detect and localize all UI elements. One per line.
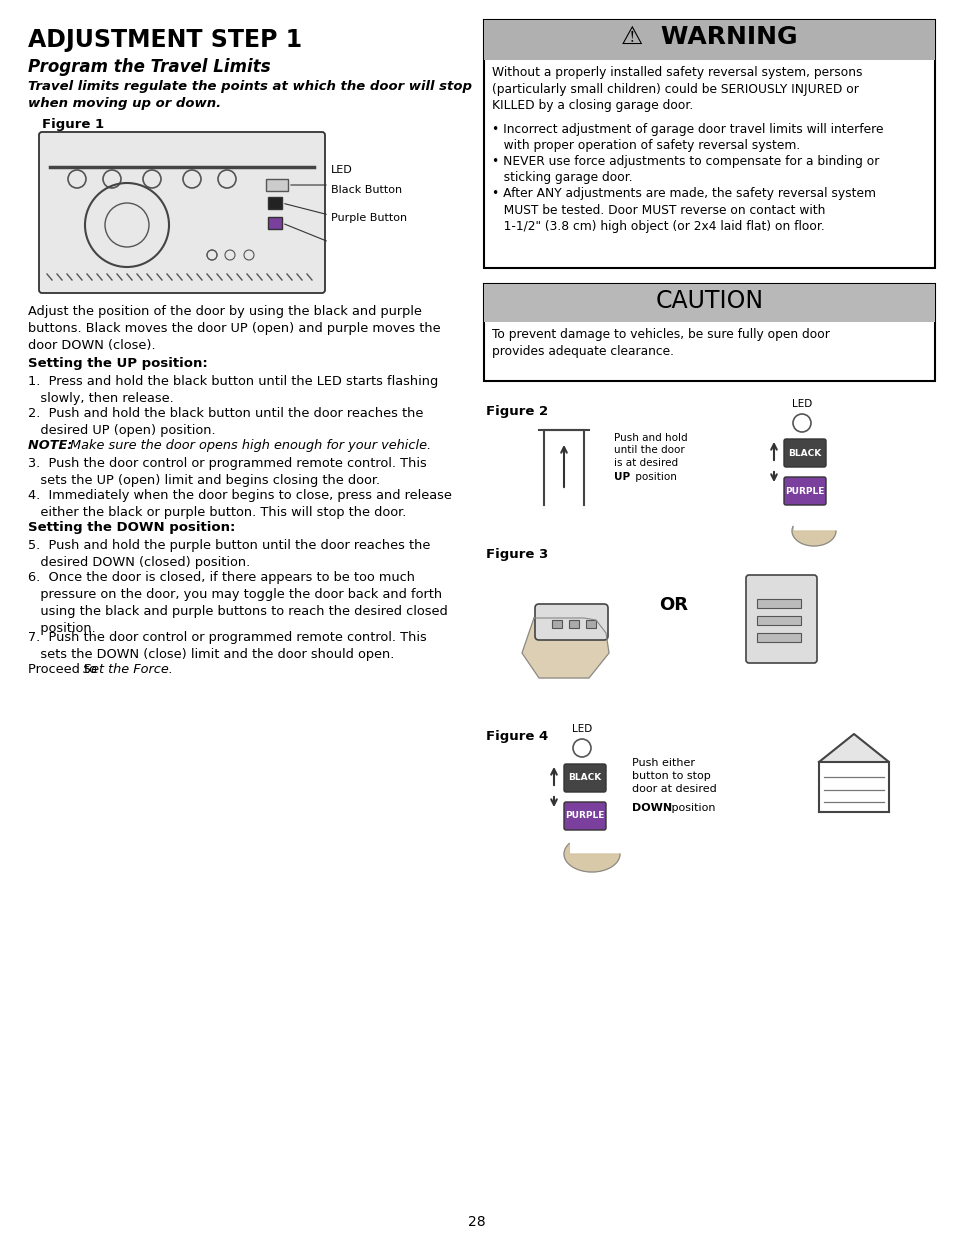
Text: 3.  Push the door control or programmed remote control. This
   sets the UP (ope: 3. Push the door control or programmed r… (28, 457, 426, 487)
Text: 2.  Push and hold the black button until the door reaches the
   desired UP (ope: 2. Push and hold the black button until … (28, 408, 423, 437)
Text: LED: LED (571, 724, 592, 734)
Text: Figure 1: Figure 1 (42, 119, 104, 131)
Text: position: position (667, 803, 715, 813)
FancyBboxPatch shape (783, 477, 825, 505)
Text: Adjust the position of the door by using the black and purple
buttons. Black mov: Adjust the position of the door by using… (28, 305, 440, 352)
Bar (757, 634, 801, 642)
FancyBboxPatch shape (563, 764, 605, 792)
Text: PURPLE: PURPLE (565, 811, 604, 820)
Text: LED: LED (331, 165, 353, 175)
Text: 4.  Immediately when the door begins to close, press and release
   either the b: 4. Immediately when the door begins to c… (28, 489, 452, 519)
Text: NOTE:: NOTE: (28, 438, 77, 452)
Bar (552, 620, 561, 629)
FancyBboxPatch shape (535, 604, 607, 640)
FancyBboxPatch shape (783, 438, 825, 467)
Text: 6.  Once the door is closed, if there appears to be too much
   pressure on the : 6. Once the door is closed, if there app… (28, 571, 447, 635)
Text: • Incorrect adjustment of garage door travel limits will interfere
   with prope: • Incorrect adjustment of garage door tr… (492, 124, 882, 152)
Text: • NEVER use force adjustments to compensate for a binding or
   sticking garage : • NEVER use force adjustments to compens… (492, 156, 879, 184)
Text: Push and hold
until the door
is at desired: Push and hold until the door is at desir… (614, 433, 687, 468)
Text: ⚠  WARNING: ⚠ WARNING (620, 25, 797, 49)
Text: Purple Button: Purple Button (331, 212, 407, 224)
Text: Make sure the door opens high enough for your vehicle.: Make sure the door opens high enough for… (70, 438, 431, 452)
Text: Without a properly installed safety reversal system, persons
(particularly small: Without a properly installed safety reve… (492, 65, 862, 112)
Polygon shape (563, 844, 619, 872)
Text: DOWN: DOWN (631, 803, 672, 813)
FancyBboxPatch shape (39, 132, 325, 293)
Bar (268, 198, 282, 209)
Text: To prevent damage to vehicles, be sure fully open door
provides adequate clearan: To prevent damage to vehicles, be sure f… (492, 329, 829, 357)
Bar (585, 620, 596, 629)
Text: 5.  Push and hold the purple button until the door reaches the
   desired DOWN (: 5. Push and hold the purple button until… (28, 538, 430, 569)
Text: Figure 4: Figure 4 (485, 730, 548, 743)
Text: PURPLE: PURPLE (784, 487, 823, 495)
Bar (268, 217, 282, 228)
Bar (757, 599, 801, 608)
FancyBboxPatch shape (563, 802, 605, 830)
Text: Travel limits regulate the points at which the door will stop
when moving up or : Travel limits regulate the points at whi… (28, 80, 472, 110)
Text: BLACK: BLACK (787, 448, 821, 457)
Text: Push either
button to stop
door at desired: Push either button to stop door at desir… (631, 758, 716, 794)
Text: Figure 2: Figure 2 (485, 405, 548, 417)
Text: 1.  Press and hold the black button until the LED starts flashing
   slowly, the: 1. Press and hold the black button until… (28, 375, 437, 405)
Text: LED: LED (791, 399, 811, 409)
Bar (266, 179, 288, 191)
Text: Figure 3: Figure 3 (485, 548, 548, 561)
Text: position: position (631, 472, 677, 482)
Polygon shape (521, 618, 608, 678)
Text: BLACK: BLACK (568, 773, 601, 783)
Bar (483, 20, 934, 61)
Text: Setting the UP position:: Setting the UP position: (28, 357, 208, 370)
Bar (483, 284, 934, 322)
Polygon shape (818, 734, 888, 762)
Text: Setting the DOWN position:: Setting the DOWN position: (28, 521, 235, 534)
Text: ADJUSTMENT STEP 1: ADJUSTMENT STEP 1 (28, 28, 302, 52)
Bar (568, 620, 578, 629)
Bar (757, 616, 801, 625)
Text: 7.  Push the door control or programmed remote control. This
   sets the DOWN (c: 7. Push the door control or programmed r… (28, 631, 426, 661)
Text: Proceed to: Proceed to (28, 663, 101, 676)
Text: OR: OR (659, 597, 688, 614)
Text: Set the Force.: Set the Force. (83, 663, 172, 676)
Text: UP: UP (614, 472, 630, 482)
Text: Black Button: Black Button (331, 185, 402, 195)
Text: 28: 28 (468, 1215, 485, 1229)
Text: CAUTION: CAUTION (655, 289, 762, 312)
Text: Program the Travel Limits: Program the Travel Limits (28, 58, 271, 77)
FancyBboxPatch shape (745, 576, 816, 663)
Text: • After ANY adjustments are made, the safety reversal system
   MUST be tested. : • After ANY adjustments are made, the sa… (492, 186, 875, 233)
Polygon shape (791, 526, 835, 546)
Bar (483, 20, 934, 268)
Bar (483, 284, 934, 382)
